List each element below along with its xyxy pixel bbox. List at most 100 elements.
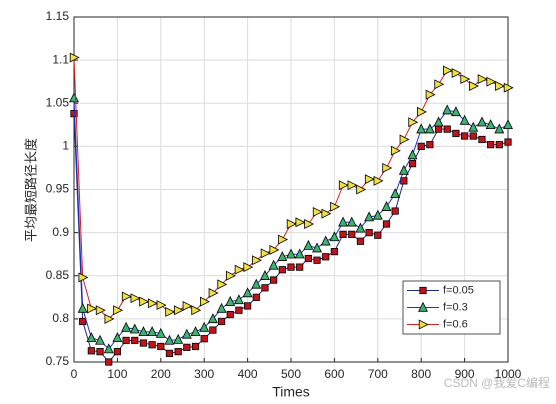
x-tick-label: 300 bbox=[194, 367, 214, 381]
x-tick-label: 0 bbox=[71, 367, 78, 381]
x-tick-label: 900 bbox=[455, 367, 475, 381]
marker bbox=[69, 52, 80, 63]
marker bbox=[459, 114, 470, 125]
marker bbox=[322, 253, 330, 261]
y-tick-label: 0.85 bbox=[46, 268, 70, 282]
marker bbox=[113, 305, 124, 316]
marker bbox=[416, 123, 427, 134]
marker bbox=[390, 188, 401, 199]
marker bbox=[174, 348, 182, 356]
marker bbox=[321, 208, 332, 219]
marker bbox=[494, 123, 505, 134]
y-tick-label: 0.8 bbox=[52, 311, 69, 325]
marker bbox=[469, 132, 477, 140]
marker bbox=[477, 74, 488, 85]
marker bbox=[304, 219, 315, 229]
marker bbox=[364, 174, 375, 185]
marker bbox=[77, 302, 88, 313]
marker bbox=[95, 334, 105, 345]
marker bbox=[157, 342, 165, 351]
marker bbox=[303, 239, 314, 250]
marker bbox=[217, 317, 226, 326]
marker bbox=[121, 321, 132, 332]
marker bbox=[147, 298, 158, 309]
marker bbox=[129, 323, 140, 334]
marker bbox=[190, 326, 201, 337]
marker bbox=[408, 160, 417, 168]
marker bbox=[450, 106, 461, 117]
marker bbox=[164, 334, 175, 345]
marker bbox=[181, 328, 192, 339]
marker bbox=[113, 348, 121, 356]
marker bbox=[173, 305, 184, 316]
marker bbox=[173, 333, 184, 344]
marker bbox=[355, 222, 366, 233]
marker bbox=[294, 248, 305, 259]
marker bbox=[295, 217, 306, 228]
legend-marker bbox=[418, 319, 429, 330]
y-axis-label: 平均最短路径长度 bbox=[23, 138, 38, 242]
marker bbox=[424, 123, 435, 134]
marker bbox=[78, 272, 89, 283]
marker bbox=[487, 141, 495, 149]
marker bbox=[105, 358, 113, 366]
marker bbox=[503, 82, 514, 93]
x-axis-label: Times bbox=[272, 384, 310, 400]
marker bbox=[398, 164, 409, 175]
marker bbox=[216, 302, 227, 313]
marker bbox=[356, 184, 367, 195]
marker bbox=[252, 293, 260, 301]
marker bbox=[485, 119, 496, 130]
marker bbox=[400, 177, 408, 185]
marker bbox=[443, 65, 453, 76]
marker bbox=[226, 310, 234, 319]
marker bbox=[70, 110, 78, 118]
marker bbox=[235, 306, 243, 314]
marker bbox=[147, 326, 158, 337]
marker bbox=[268, 259, 279, 270]
marker bbox=[460, 132, 469, 140]
marker bbox=[451, 68, 462, 79]
marker bbox=[425, 89, 436, 100]
marker bbox=[304, 254, 312, 263]
marker bbox=[87, 303, 98, 314]
marker bbox=[347, 180, 358, 191]
marker bbox=[478, 135, 486, 144]
marker bbox=[207, 313, 218, 324]
y-tick-label: 1.05 bbox=[46, 95, 70, 109]
legend-marker bbox=[418, 301, 428, 312]
marker bbox=[312, 242, 322, 253]
marker bbox=[156, 300, 167, 311]
marker bbox=[252, 255, 262, 266]
marker bbox=[155, 327, 166, 338]
marker bbox=[443, 125, 451, 133]
marker bbox=[504, 138, 512, 146]
marker bbox=[199, 296, 210, 307]
marker bbox=[278, 266, 286, 274]
marker bbox=[243, 302, 252, 310]
marker bbox=[356, 237, 365, 245]
marker bbox=[234, 264, 245, 275]
marker bbox=[191, 342, 200, 351]
x-tick-label: 800 bbox=[411, 367, 431, 381]
x-tick-label: 100 bbox=[107, 367, 127, 381]
marker bbox=[138, 326, 149, 337]
marker bbox=[486, 76, 497, 87]
marker bbox=[374, 231, 382, 239]
marker bbox=[287, 263, 295, 271]
legend: f=0.05 f=0.3 f=0.6 bbox=[402, 280, 501, 335]
y-tick-label: 0.75 bbox=[46, 354, 70, 368]
y-tick-label: 1.15 bbox=[46, 9, 70, 23]
marker bbox=[277, 251, 288, 261]
marker bbox=[330, 247, 339, 256]
marker bbox=[233, 294, 244, 305]
x-tick-label: 700 bbox=[368, 367, 388, 381]
marker bbox=[339, 230, 347, 238]
marker bbox=[417, 142, 425, 150]
marker bbox=[312, 206, 323, 217]
marker bbox=[452, 129, 460, 138]
marker bbox=[165, 307, 176, 317]
marker bbox=[96, 348, 104, 356]
marker bbox=[469, 81, 479, 91]
marker bbox=[382, 220, 391, 228]
